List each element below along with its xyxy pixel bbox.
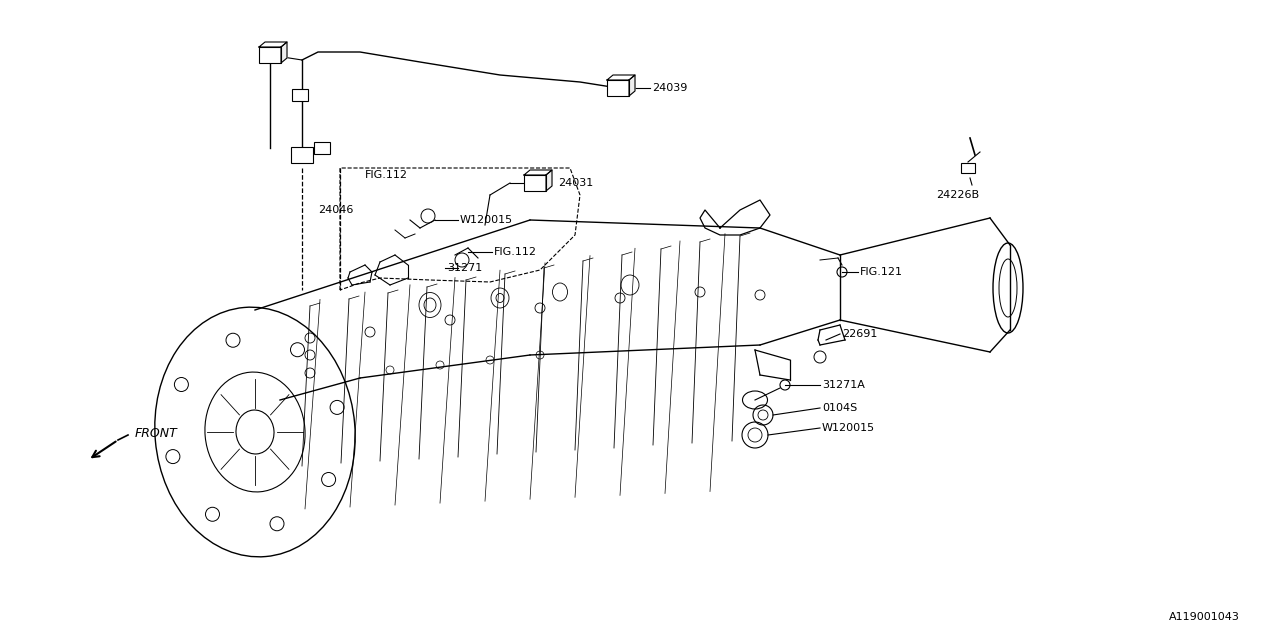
Text: W120015: W120015 [822,423,876,433]
Text: W120015: W120015 [460,215,513,225]
Text: FIG.112: FIG.112 [365,170,408,180]
Bar [259,47,282,63]
Bar [292,89,308,101]
Polygon shape [282,42,287,63]
Text: 0104S: 0104S [822,403,858,413]
Text: FIG.121: FIG.121 [860,267,902,277]
Polygon shape [259,42,287,47]
Bar [314,142,330,154]
Text: 24039: 24039 [652,83,687,93]
Text: 24226B: 24226B [937,190,979,200]
Bar [961,163,975,173]
Polygon shape [628,75,635,96]
Polygon shape [524,170,552,175]
Polygon shape [547,170,552,191]
Text: FRONT: FRONT [134,426,178,440]
Polygon shape [607,75,635,80]
Text: 22691: 22691 [842,329,877,339]
Text: 31271A: 31271A [822,380,865,390]
Text: 31271: 31271 [447,263,483,273]
Bar [291,147,314,163]
Text: A119001043: A119001043 [1169,612,1240,622]
Text: 24046: 24046 [317,205,353,215]
Text: FIG.112: FIG.112 [494,247,538,257]
Text: 24031: 24031 [558,178,593,188]
Bar [524,175,547,191]
Bar [607,80,628,96]
